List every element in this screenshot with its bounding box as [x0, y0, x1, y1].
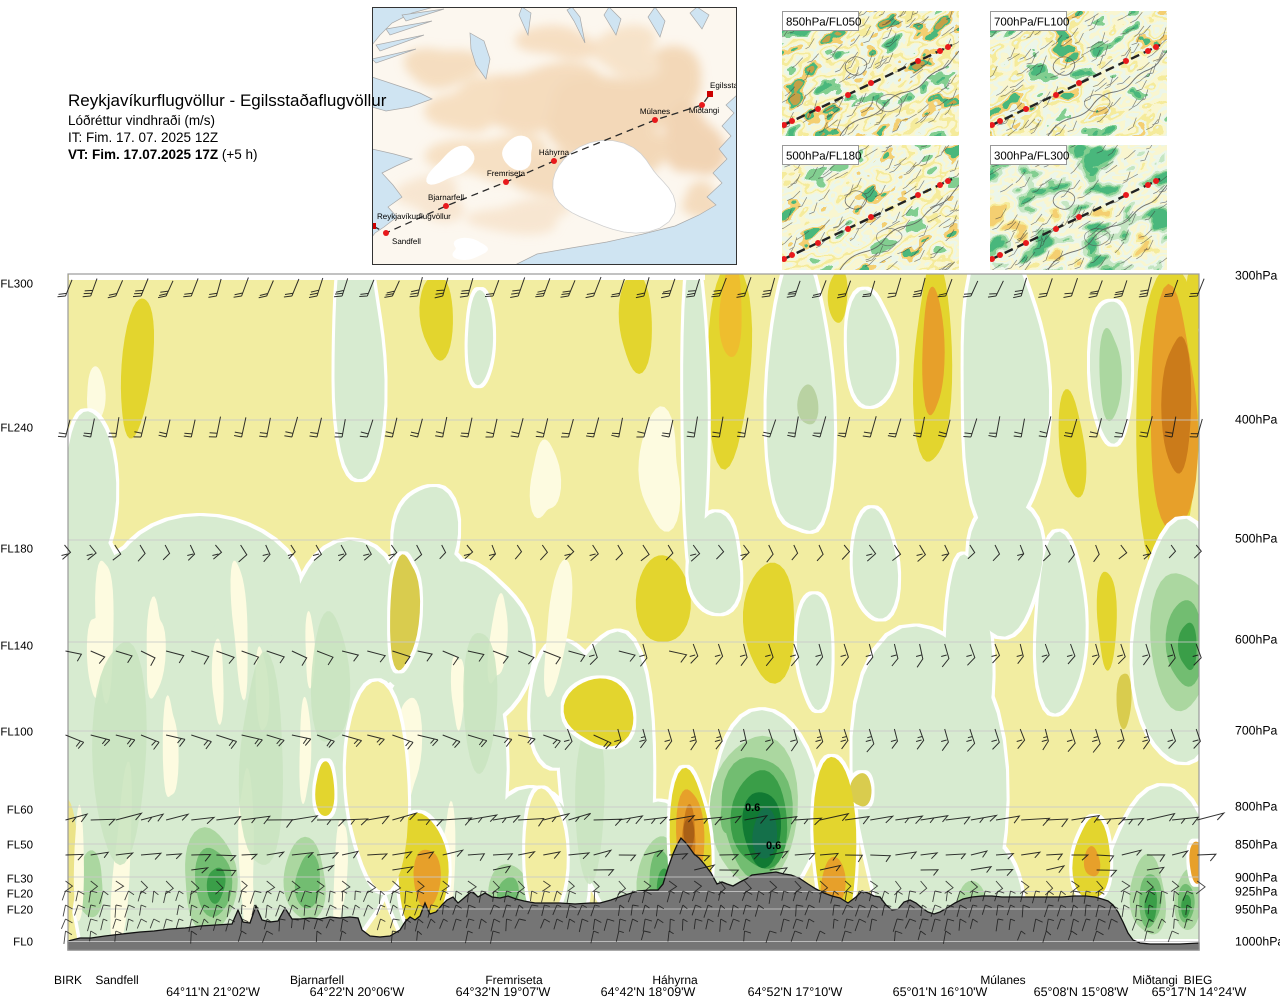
svg-text:700hPa/FL100: 700hPa/FL100 [994, 17, 1069, 29]
svg-text:950hPa: 950hPa [1235, 903, 1278, 917]
svg-text:FL50: FL50 [7, 840, 33, 852]
svg-text:Bjarnarfell: Bjarnarfell [428, 193, 464, 202]
svg-text:64°32'N 19°07'W: 64°32'N 19°07'W [456, 985, 551, 999]
svg-text:Háhyrna: Háhyrna [539, 148, 570, 157]
svg-text:0.6: 0.6 [745, 802, 760, 814]
svg-text:FL100: FL100 [0, 727, 33, 739]
svg-text:FL20: FL20 [7, 889, 33, 901]
svg-text:Egilssta: Egilssta [710, 81, 737, 90]
svg-text:FL240: FL240 [0, 423, 33, 435]
svg-text:64°11'N 21°02'W: 64°11'N 21°02'W [166, 985, 260, 999]
svg-text:300hPa/FL300: 300hPa/FL300 [994, 151, 1069, 163]
svg-text:Múlanes: Múlanes [980, 973, 1025, 987]
svg-text:65°08'N 15°08'W: 65°08'N 15°08'W [1034, 985, 1129, 999]
svg-text:65°01'N 16°10'W: 65°01'N 16°10'W [893, 985, 988, 999]
svg-text:BIEG: BIEG [1184, 973, 1213, 987]
svg-text:600hPa: 600hPa [1235, 633, 1278, 647]
svg-text:850hPa: 850hPa [1235, 838, 1278, 852]
svg-text:64°42'N 18°09'W: 64°42'N 18°09'W [601, 985, 696, 999]
svg-text:65°17'N 14°24'W: 65°17'N 14°24'W [1152, 985, 1247, 999]
svg-text:800hPa: 800hPa [1235, 800, 1278, 814]
svg-text:64°52'N 17°10'W: 64°52'N 17°10'W [748, 985, 843, 999]
svg-text:Múlanes: Múlanes [640, 107, 670, 116]
svg-text:BIRK: BIRK [54, 973, 82, 987]
svg-text:900hPa: 900hPa [1235, 871, 1278, 885]
svg-text:Miðtangi: Miðtangi [1132, 973, 1177, 987]
svg-text:Bjarnarfell: Bjarnarfell [290, 973, 344, 987]
svg-text:FL300: FL300 [0, 279, 33, 291]
svg-text:Sandfell: Sandfell [95, 973, 138, 987]
svg-text:700hPa: 700hPa [1235, 724, 1278, 738]
svg-text:925hPa: 925hPa [1235, 885, 1278, 899]
svg-text:FL180: FL180 [0, 544, 33, 556]
svg-text:Fremriseta: Fremriseta [485, 973, 543, 987]
svg-text:FL140: FL140 [0, 641, 33, 653]
svg-text:Miðtangi: Miðtangi [689, 106, 719, 115]
svg-text:0.6: 0.6 [766, 840, 781, 852]
svg-text:FL60: FL60 [7, 805, 33, 817]
svg-text:Fremriseta: Fremriseta [487, 169, 526, 178]
svg-text:64°22'N 20°06'W: 64°22'N 20°06'W [310, 985, 405, 999]
svg-text:500hPa: 500hPa [1235, 532, 1278, 546]
svg-text:Sandfell: Sandfell [392, 237, 421, 246]
svg-text:1000hPa: 1000hPa [1235, 935, 1280, 949]
svg-text:FL20: FL20 [7, 905, 33, 917]
svg-text:FL30: FL30 [7, 874, 33, 886]
svg-text:500hPa/FL180: 500hPa/FL180 [786, 151, 861, 163]
svg-text:Reykjavíkurflugvöllur: Reykjavíkurflugvöllur [377, 212, 451, 221]
svg-text:850hPa/FL050: 850hPa/FL050 [786, 17, 861, 29]
svg-text:Háhyrna: Háhyrna [652, 973, 698, 987]
svg-text:FL0: FL0 [13, 937, 33, 949]
svg-text:400hPa: 400hPa [1235, 413, 1278, 427]
svg-text:300hPa: 300hPa [1235, 269, 1278, 283]
